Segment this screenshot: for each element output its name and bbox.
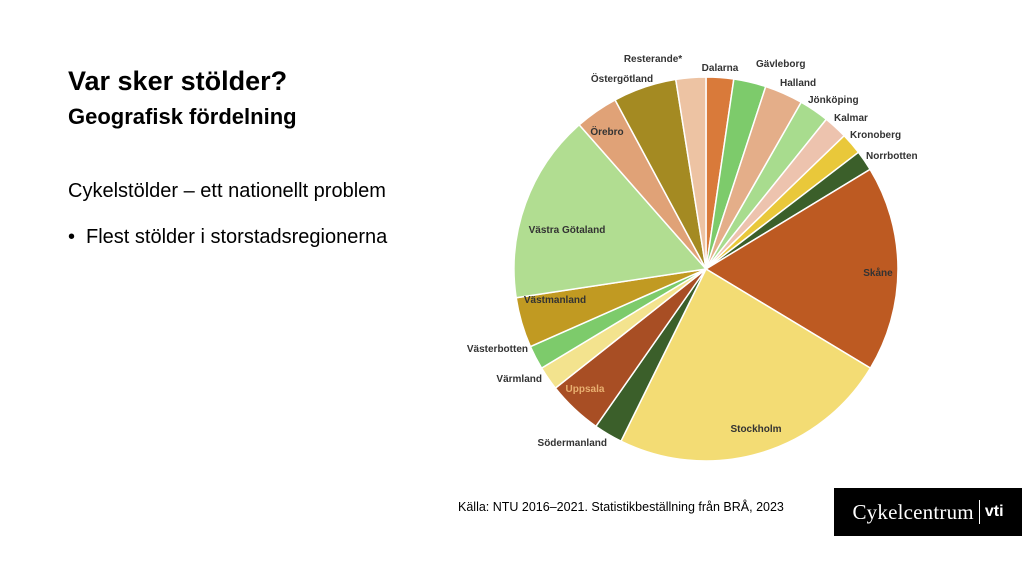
pie-label: Dalarna [702, 63, 739, 74]
pie-label: Värmland [496, 374, 542, 385]
pie-label: Norrbotten [866, 151, 918, 162]
logo-main-text: Cykelcentrum [852, 499, 974, 524]
lead-text: Cykelstölder – ett nationellt problem [68, 180, 386, 202]
pie-label: Västerbotten [467, 344, 528, 355]
pie-label: Kalmar [834, 113, 868, 124]
cykelcentrum-logo: Cykelcentrum vti [834, 488, 1022, 536]
source-note: Källa: NTU 2016–2021. Statistikbeställni… [458, 500, 784, 514]
pie-label: Resterande* [624, 54, 682, 65]
pie-slice-stockholm [619, 267, 872, 462]
pie-label: Halland [780, 78, 816, 89]
pie-label: Skåne [863, 267, 893, 279]
pie-label: Gävleborg [756, 59, 805, 70]
pie-label: Södermanland [538, 438, 607, 449]
pie-label: Västra Götaland [529, 225, 606, 236]
slide-title: Var sker stölder? [68, 66, 288, 96]
pie-labels: Dalarna Gävleborg Halland Jönköping Kalmar Kr… [467, 54, 918, 449]
pie-label: Kronoberg [850, 130, 901, 141]
pie-label: Västmanland [524, 295, 586, 306]
pie-label: Jönköping [808, 95, 859, 106]
pie-label: Örebro [590, 125, 623, 138]
pie-label: Östergötland [591, 72, 653, 85]
slide-subtitle: Geografisk fördelning [68, 104, 297, 129]
logo-vti-text: vti [984, 503, 1004, 520]
pie-slice-skåne [704, 168, 899, 370]
pie-label: Uppsala [566, 384, 605, 395]
bullet-item: • Flest stölder i storstadsregionerna [68, 226, 387, 249]
logo-separator [978, 500, 980, 524]
bullet-dot-icon: • [68, 226, 76, 248]
pie-label: Stockholm [730, 424, 781, 435]
pie-slice-resterande [674, 76, 707, 270]
pie-slice-västra-götaland [513, 123, 708, 299]
pie-slices [513, 76, 899, 462]
bullet-text: Flest stölder i storstadsregionerna [86, 226, 388, 248]
